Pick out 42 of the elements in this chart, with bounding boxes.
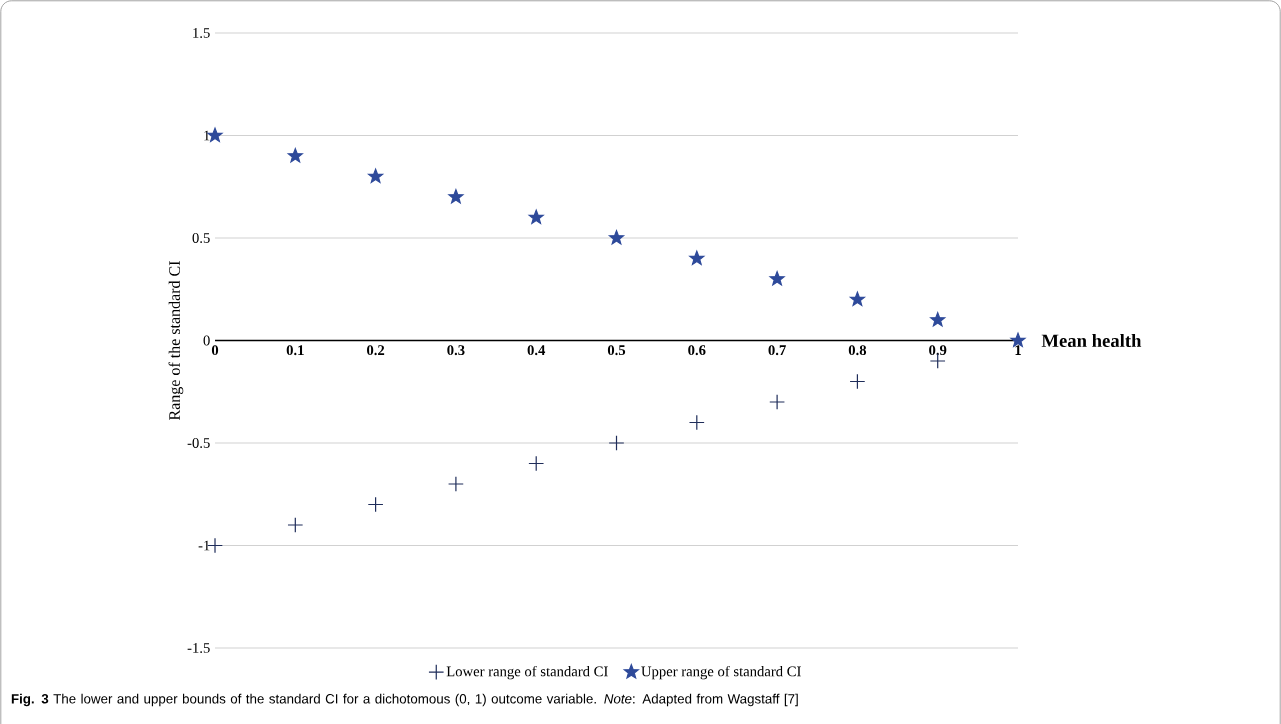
x-tick-label: 0.6 <box>688 345 706 356</box>
point <box>608 435 625 451</box>
point <box>287 148 303 163</box>
x-tick-label: 0.7 <box>768 345 786 356</box>
point <box>769 271 785 286</box>
x-axis-title: Mean health <box>1041 333 1142 348</box>
point <box>528 209 544 225</box>
legend-label: Lower range of standard CI <box>446 665 608 680</box>
y-tick-label: 0.5 <box>192 233 210 243</box>
x-tick-label: 0.5 <box>607 345 626 356</box>
y-tick-label: 1.5 <box>193 28 210 38</box>
point <box>368 168 384 184</box>
point <box>367 496 384 513</box>
point <box>688 414 705 431</box>
y-axis-title: Range of the standard CI <box>168 261 184 421</box>
point <box>448 189 464 204</box>
point <box>849 291 865 307</box>
x-tick-label: 0.8 <box>848 345 867 356</box>
point <box>689 250 705 266</box>
x-tick-label: 0.1 <box>286 345 304 356</box>
x-tick-label: 0.9 <box>929 345 947 356</box>
y-tick-label: 1 <box>204 130 210 141</box>
point <box>447 476 464 492</box>
y-tick-label: -1 <box>198 540 210 551</box>
text: Fig. 3 The lower and upper bounds of the standard CI for a dichotomous (0, 1) outcome variable. Note: Adapted from Wagstaff [7] <box>11 693 798 707</box>
point <box>849 373 866 390</box>
x-tick-label: 0.4 <box>527 345 546 356</box>
point <box>287 517 304 533</box>
y-tick-label: -1.5 <box>187 643 210 653</box>
point <box>528 455 545 472</box>
y-tick-label: -0.5 <box>187 438 210 448</box>
x-tick-label: 0.3 <box>447 345 465 356</box>
point <box>608 230 625 245</box>
x-tick-label: 0 <box>211 345 219 356</box>
point <box>769 394 786 410</box>
x-tick-label: 0.2 <box>367 345 385 356</box>
x-tick-label: 1 <box>1015 345 1021 355</box>
y-tick-label: 0 <box>203 335 210 346</box>
legend-label: Upper range of standard CI <box>641 665 801 680</box>
point <box>207 127 223 143</box>
point <box>207 537 223 554</box>
point <box>930 312 946 327</box>
